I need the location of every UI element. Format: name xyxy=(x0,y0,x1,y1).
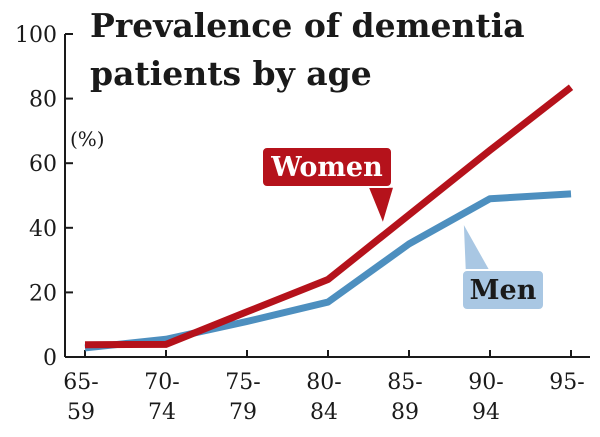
x-tick-label-bottom: 94 xyxy=(472,400,500,425)
x-tick-label-bottom: 89 xyxy=(391,400,419,425)
x-tick-label-bottom: 59 xyxy=(67,400,95,425)
label-pointer xyxy=(462,221,492,271)
label-text: Men xyxy=(470,275,537,306)
series-lines xyxy=(84,84,574,352)
series-label-women: Women xyxy=(261,146,396,227)
y-tick-label: 100 xyxy=(15,23,57,48)
label-box xyxy=(461,269,545,311)
y-axis-ticks: 0 20 40 60 80 100 xyxy=(15,23,73,371)
x-tick-label-top: 85- xyxy=(387,370,422,395)
series-labels: Women Men xyxy=(261,146,545,311)
y-tick-label: 0 xyxy=(43,346,57,371)
chart-title: Prevalence of dementia patients by age xyxy=(90,6,525,93)
x-tick-label-bottom: 84 xyxy=(310,400,338,425)
x-tick-label-top: 90- xyxy=(468,370,503,395)
series-line-women xyxy=(84,84,574,349)
y-tick-label: 40 xyxy=(29,217,57,242)
y-tick-label: 60 xyxy=(29,152,57,177)
series-label-men: Men xyxy=(461,221,545,311)
x-tick-label-bottom: 74 xyxy=(148,400,176,425)
label-text: Women xyxy=(270,152,383,183)
x-tick-label-top: 70- xyxy=(144,370,179,395)
series-line-men xyxy=(84,190,572,352)
y-tick-label: 20 xyxy=(29,281,57,306)
chart-title-line-1: Prevalence of dementia xyxy=(90,6,525,45)
x-tick-label-top: 65- xyxy=(63,370,98,395)
label-box xyxy=(261,146,393,188)
x-tick-label-bottom: 79 xyxy=(229,400,257,425)
label-pointer xyxy=(366,186,396,227)
x-tick-label-top: 80- xyxy=(306,370,341,395)
y-axis-unit-label: (%) xyxy=(70,127,105,151)
y-tick-label: 80 xyxy=(29,88,57,113)
x-axis-ticks: 65- 59 70- 74 75- 79 80- 84 85- 89 90- 94 95- xyxy=(63,350,585,425)
chart-title-line-2: patients by age xyxy=(90,54,372,93)
x-tick-label-top: 75- xyxy=(225,370,260,395)
x-tick-label-top: 95- xyxy=(549,370,584,395)
